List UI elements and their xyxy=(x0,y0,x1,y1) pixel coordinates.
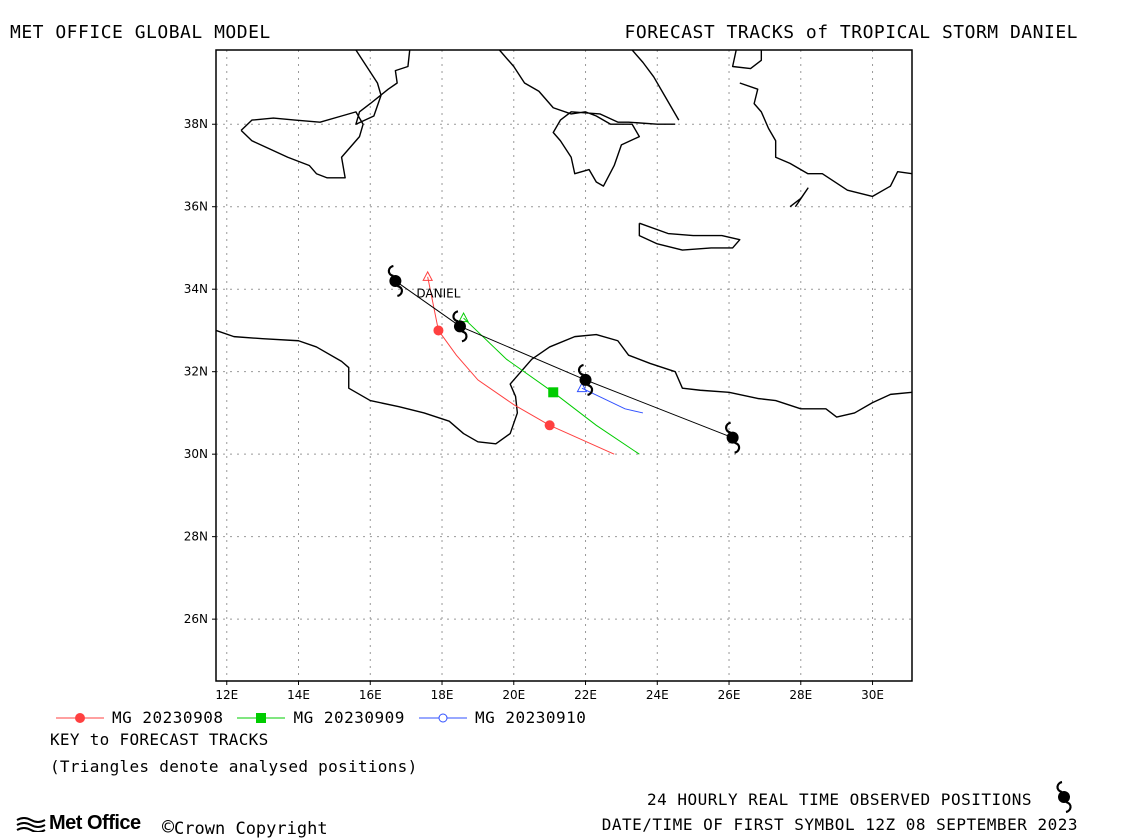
storm-symbol-core xyxy=(726,431,739,444)
storm-symbol-arm xyxy=(577,363,584,376)
storm-symbol-core xyxy=(389,274,402,287)
y-tick-label: 26N xyxy=(184,612,208,626)
legend-item-0: MG 20230908 xyxy=(54,708,223,727)
map-grid xyxy=(216,50,912,681)
legend-label: MG 20230908 xyxy=(112,708,224,727)
y-tick-label: 38N xyxy=(184,117,208,131)
track-legend: MG 20230908 MG 20230909 MG 20230910 xyxy=(54,708,598,727)
storm-symbol-arm xyxy=(725,421,732,434)
legend-marker-circle-filled-icon xyxy=(56,712,104,723)
met-office-waves-icon xyxy=(16,816,46,832)
header-model-title: MET OFFICE GLOBAL MODEL xyxy=(10,22,271,43)
storm-symbol-arm xyxy=(396,284,403,298)
key-note: (Triangles denote analysed positions) xyxy=(50,757,418,776)
legend-label: MG 20230910 xyxy=(474,708,587,727)
map-frame xyxy=(215,49,913,682)
storm-symbol-core xyxy=(579,373,592,386)
x-tick-label: 28E xyxy=(789,688,812,702)
observed-storm-symbol xyxy=(725,421,741,454)
x-tick-label: 22E xyxy=(574,688,597,702)
coastline xyxy=(498,49,676,187)
hurricane-symbol-icon xyxy=(1056,780,1072,814)
x-tick-label: 16E xyxy=(359,688,382,702)
storm-symbol-arm xyxy=(587,383,594,397)
storm-symbol-arm xyxy=(387,264,394,278)
analysed-position-triangle xyxy=(458,312,469,323)
legend-item-2: MG 20230910 xyxy=(417,708,586,727)
met-office-logo: Met Office xyxy=(16,812,141,835)
forecast-marker-circle xyxy=(544,420,555,431)
first-symbol-date: DATE/TIME OF FIRST SYMBOL 12Z 08 SEPTEMB… xyxy=(601,815,1078,834)
coastline xyxy=(215,329,913,445)
forecast-track-line xyxy=(581,387,644,414)
copyright-icon: © xyxy=(162,815,175,839)
copyright-notice: ©Crown Copyright xyxy=(162,815,328,839)
coastline xyxy=(240,111,364,179)
observed-positions xyxy=(387,264,741,454)
coastline xyxy=(638,222,741,251)
observed-positions-label: 24 HOURLY REAL TIME OBSERVED POSITIONS xyxy=(646,790,1032,809)
observed-track-line xyxy=(395,280,733,439)
x-tick-label: 18E xyxy=(431,688,454,702)
observed-storm-symbol xyxy=(577,363,594,397)
analysed-position-triangle xyxy=(576,382,588,393)
legend-marker-square-filled-icon xyxy=(237,712,286,723)
coastline xyxy=(731,49,763,70)
y-tick-label: 30N xyxy=(184,447,208,461)
forecast-track-line xyxy=(463,317,640,455)
y-tick-label: 32N xyxy=(184,365,208,379)
storm-symbol-arm xyxy=(734,441,741,454)
y-tick-label: 34N xyxy=(184,282,208,296)
observed-storm-symbol xyxy=(452,310,468,343)
y-tick-label: 28N xyxy=(184,530,208,544)
x-tick-label: 12E xyxy=(215,688,238,702)
x-tick-label: 24E xyxy=(646,688,669,702)
forecast-marker-circle xyxy=(433,325,444,336)
header-forecast-title: FORECAST TRACKS of TROPICAL STORM DANIEL xyxy=(624,22,1078,43)
storm-symbol-core xyxy=(453,320,466,333)
key-title: KEY to FORECAST TRACKS xyxy=(50,730,269,749)
copyright-text: Crown Copyright xyxy=(174,819,328,839)
legend-marker-circle-open-icon xyxy=(418,713,467,722)
coastline xyxy=(355,49,411,125)
legend-label: MG 20230909 xyxy=(293,708,405,727)
axis-ticks: 12E 14E 16E 18E 20E 22E 24E 26E 28E 30E 26N 28N 30N 3… xyxy=(184,117,884,702)
legend-item-1: MG 20230909 xyxy=(235,708,404,727)
map-labels: DANIEL xyxy=(416,286,460,300)
x-tick-label: 20E xyxy=(502,688,525,702)
storm-symbol-arm xyxy=(452,310,459,323)
coastlines xyxy=(215,49,913,445)
analysed-position-triangle xyxy=(422,270,434,281)
coastline xyxy=(739,82,913,198)
observed-storm-symbol xyxy=(387,264,403,298)
logo-text: Met Office xyxy=(49,812,141,834)
forecast-tracks xyxy=(422,270,644,455)
x-tick-label: 14E xyxy=(287,688,310,702)
forecast-marker-square xyxy=(548,387,559,398)
x-tick-label: 26E xyxy=(718,688,741,702)
storm-symbol-arm xyxy=(461,330,468,343)
coastline xyxy=(789,187,809,208)
storm-name-label: DANIEL xyxy=(416,286,460,300)
x-tick-label: 30E xyxy=(861,688,884,702)
coastline xyxy=(631,49,680,121)
y-tick-label: 36N xyxy=(184,200,208,214)
